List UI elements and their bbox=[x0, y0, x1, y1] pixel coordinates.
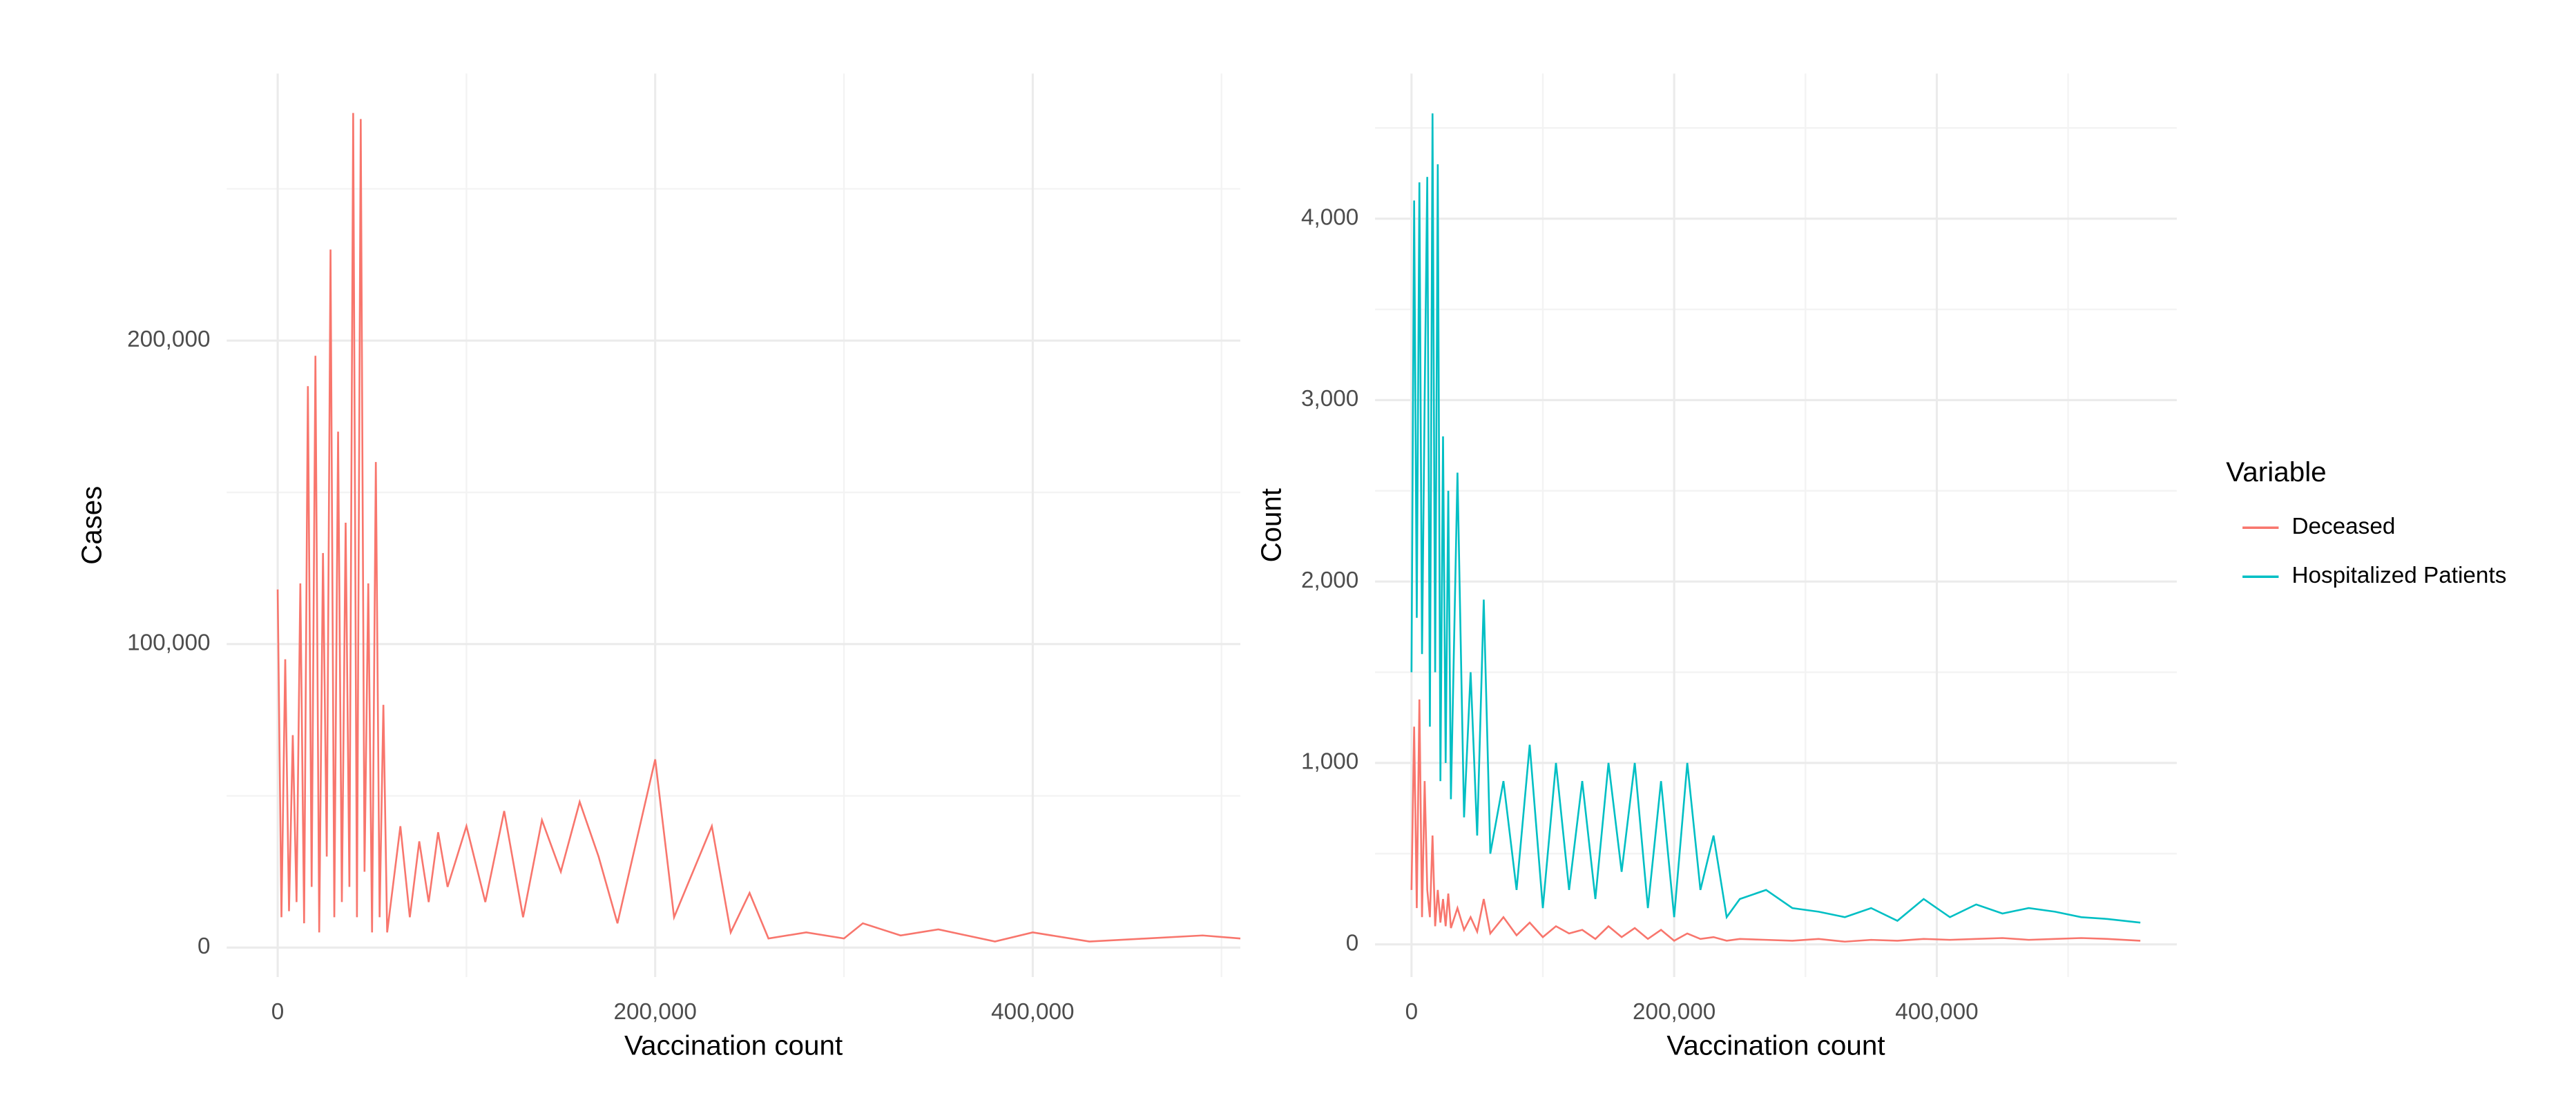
x-tick-label: 0 bbox=[271, 999, 285, 1025]
legend-label: Deceased bbox=[2291, 514, 2395, 539]
y-tick-label: 2,000 bbox=[1301, 568, 1358, 593]
data-line bbox=[1410, 699, 2141, 943]
y-tick-label: 3,000 bbox=[1301, 386, 1358, 412]
x-tick-label: 400,000 bbox=[991, 999, 1074, 1025]
x-axis-title: Vaccination count bbox=[624, 1029, 843, 1061]
y-tick-label: 100,000 bbox=[127, 630, 210, 656]
legend-label: Hospitalized Patients bbox=[2291, 563, 2506, 588]
y-axis-title: Cases bbox=[75, 486, 107, 565]
y-tick-label: 0 bbox=[198, 934, 211, 959]
y-axis-title: Count bbox=[1255, 488, 1287, 562]
data-line bbox=[276, 113, 1241, 943]
y-tick-label: 200,000 bbox=[127, 327, 210, 352]
x-axis-title: Vaccination count bbox=[1666, 1029, 1885, 1061]
y-tick-label: 1,000 bbox=[1301, 749, 1358, 775]
data-line bbox=[1410, 113, 2141, 924]
x-tick-label: 0 bbox=[1405, 999, 1419, 1025]
y-tick-label: 4,000 bbox=[1301, 204, 1358, 230]
y-tick-label: 0 bbox=[1346, 930, 1359, 956]
x-tick-label: 400,000 bbox=[1895, 999, 1978, 1025]
legend-title: Variable bbox=[2226, 456, 2326, 487]
x-tick-label: 200,000 bbox=[1633, 999, 1715, 1025]
x-tick-label: 200,000 bbox=[614, 999, 697, 1025]
